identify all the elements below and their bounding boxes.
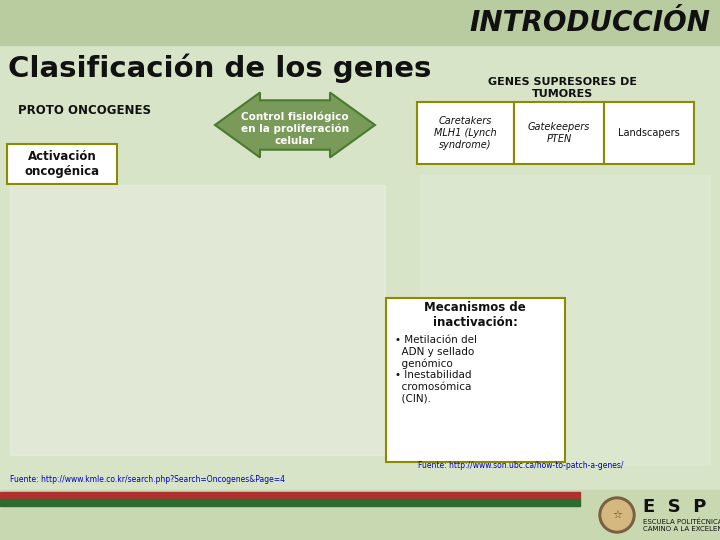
Text: ☆: ☆ bbox=[612, 510, 622, 520]
Text: Landscapers: Landscapers bbox=[618, 128, 680, 138]
Text: GENES SUPRESORES DE
TUMORES: GENES SUPRESORES DE TUMORES bbox=[488, 77, 637, 99]
Text: Gatekeepers
PTEN: Gatekeepers PTEN bbox=[528, 122, 590, 144]
Text: CAMINO A LA EXCELENCIA: CAMINO A LA EXCELENCIA bbox=[643, 526, 720, 532]
Text: celular: celular bbox=[275, 136, 315, 146]
Circle shape bbox=[602, 500, 632, 530]
Polygon shape bbox=[215, 92, 375, 158]
Text: Fuente: http://www.kmle.co.kr/search.php?Search=Oncogenes&Page=4: Fuente: http://www.kmle.co.kr/search.php… bbox=[10, 476, 285, 484]
Text: INTRODUCCIÓN: INTRODUCCIÓN bbox=[469, 9, 710, 37]
FancyBboxPatch shape bbox=[386, 298, 565, 462]
Text: Control fisiológico: Control fisiológico bbox=[241, 112, 348, 122]
Text: Activación
oncogénica: Activación oncogénica bbox=[24, 150, 99, 178]
Bar bbox=[10, 185, 385, 455]
Text: ESCUELA POLITÉCNICA DEL EJÉRCITO: ESCUELA POLITÉCNICA DEL EJÉRCITO bbox=[643, 517, 720, 525]
Text: • Metilación del
  ADN y sellado
  genómico
• Inestabilidad
  cromosómica
  (CIN: • Metilación del ADN y sellado genómico … bbox=[395, 335, 477, 403]
Text: en la proliferación: en la proliferación bbox=[241, 124, 349, 134]
Text: E  S  P  E: E S P E bbox=[643, 498, 720, 516]
Text: Caretakers
MLH1 (Lynch
syndrome): Caretakers MLH1 (Lynch syndrome) bbox=[433, 117, 496, 150]
Text: Clasificación de los genes: Clasificación de los genes bbox=[8, 53, 431, 83]
FancyBboxPatch shape bbox=[7, 144, 117, 184]
FancyBboxPatch shape bbox=[514, 102, 604, 164]
Text: Mecanismos de
inactivación:: Mecanismos de inactivación: bbox=[424, 301, 526, 329]
Text: Fuente: http://www.son.ubc.ca/how-to-patch-a-genes/: Fuente: http://www.son.ubc.ca/how-to-pat… bbox=[418, 461, 624, 469]
Text: PROTO ONCOGENES: PROTO ONCOGENES bbox=[19, 104, 151, 117]
FancyBboxPatch shape bbox=[417, 102, 514, 164]
Bar bbox=[0, 0, 720, 45]
Circle shape bbox=[599, 497, 635, 533]
Bar bbox=[0, 490, 720, 540]
Bar bbox=[0, 499, 580, 506]
FancyBboxPatch shape bbox=[604, 102, 694, 164]
Bar bbox=[0, 492, 580, 499]
Bar bbox=[420, 175, 710, 465]
